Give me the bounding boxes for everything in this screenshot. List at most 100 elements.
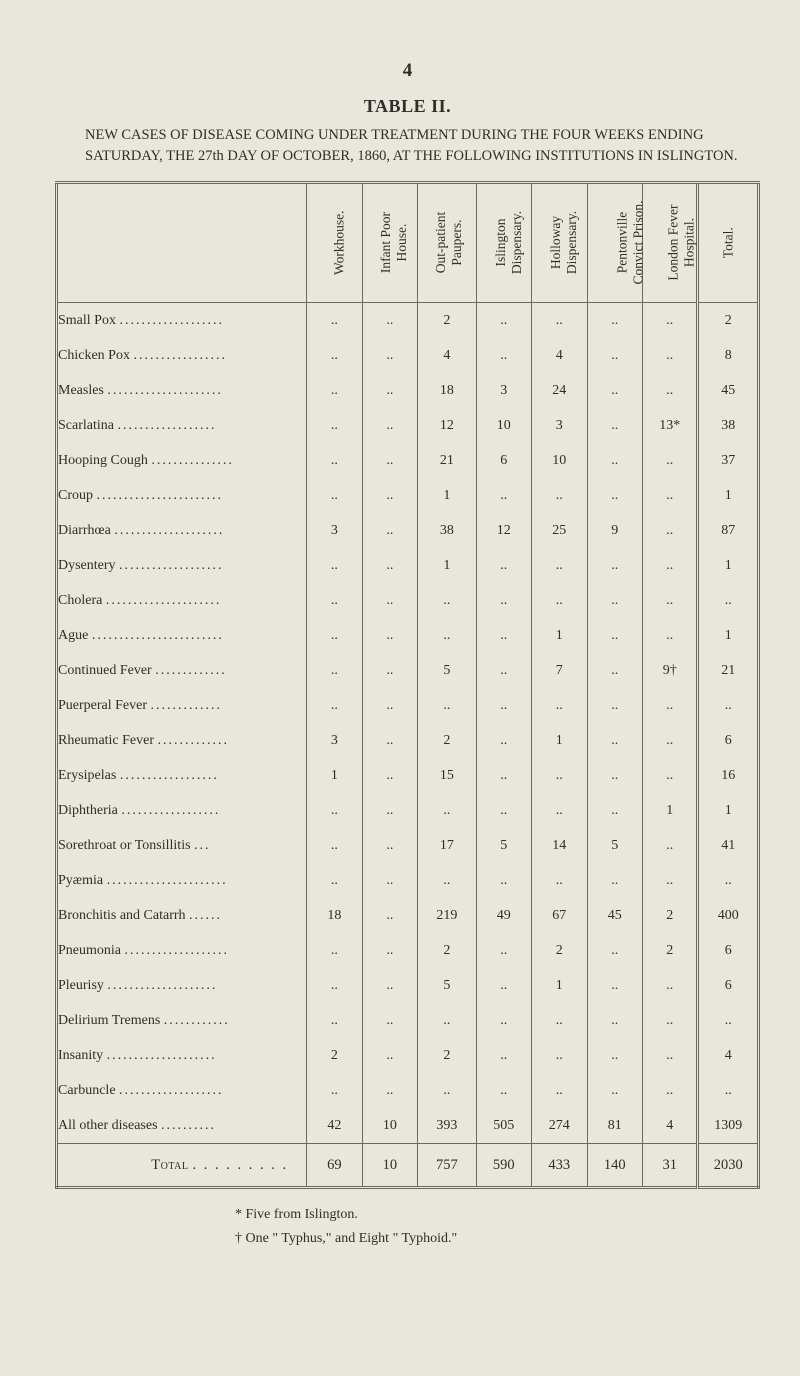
cell: 505 (476, 1108, 531, 1144)
cell: .. (642, 583, 697, 618)
cell: .. (307, 548, 362, 583)
cell: 18 (307, 898, 362, 933)
cell: .. (476, 1073, 531, 1108)
total-cell: 433 (532, 1144, 587, 1188)
cell: 9† (642, 653, 697, 688)
table-row: Hooping Cough ...................21610..… (57, 443, 759, 478)
cell: .. (362, 548, 417, 583)
cell: 14 (532, 828, 587, 863)
cell: .. (587, 548, 642, 583)
row-label: Scarlatina .................. (57, 408, 307, 443)
table-header-row: Workhouse. Infant PoorHouse. Out-patient… (57, 183, 759, 303)
cell: .. (642, 303, 697, 339)
cell-total: 87 (698, 513, 759, 548)
cell: .. (587, 1003, 642, 1038)
cell: .. (362, 1073, 417, 1108)
table-row: Scarlatina ......................12103..… (57, 408, 759, 443)
row-label: Measles ..................... (57, 373, 307, 408)
cell: .. (362, 583, 417, 618)
cell-total: 37 (698, 443, 759, 478)
table-row: Dysentery .......................1......… (57, 548, 759, 583)
cell-total: 1 (698, 478, 759, 513)
cell: .. (587, 583, 642, 618)
table-row: All other diseases ..........42103935052… (57, 1108, 759, 1144)
cell: 5 (587, 828, 642, 863)
cell: .. (642, 443, 697, 478)
table-row: Insanity ....................2..2.......… (57, 1038, 759, 1073)
cell: .. (476, 583, 531, 618)
total-cell: 757 (418, 1144, 477, 1188)
cell: .. (307, 1073, 362, 1108)
cell: .. (476, 1038, 531, 1073)
cell: .. (307, 338, 362, 373)
table-row: Croup ...........................1......… (57, 478, 759, 513)
cell: .. (532, 1073, 587, 1108)
cell: 10 (532, 443, 587, 478)
col-holloway-dispensary: HollowayDispensary. (532, 183, 587, 303)
cell: 1 (532, 723, 587, 758)
cell: .. (476, 758, 531, 793)
cell-total: 6 (698, 933, 759, 968)
cell: .. (307, 618, 362, 653)
cell: .. (587, 478, 642, 513)
cell: .. (362, 933, 417, 968)
cell: .. (307, 653, 362, 688)
table-row: Chicken Pox .....................4..4...… (57, 338, 759, 373)
cell: .. (307, 828, 362, 863)
cell: .. (587, 688, 642, 723)
table-row: Rheumatic Fever .............3..2..1....… (57, 723, 759, 758)
cell: 9 (587, 513, 642, 548)
cell: 1 (307, 758, 362, 793)
cell: .. (587, 1038, 642, 1073)
cell: .. (642, 373, 697, 408)
cell: .. (307, 478, 362, 513)
cell-total: 4 (698, 1038, 759, 1073)
cell-total: 1 (698, 793, 759, 828)
cell: .. (476, 618, 531, 653)
page-number: 4 (55, 60, 760, 82)
cell: .. (476, 968, 531, 1003)
cell: 18 (418, 373, 477, 408)
cell: .. (307, 933, 362, 968)
cell: 24 (532, 373, 587, 408)
table-row: Erysipelas ..................1..15......… (57, 758, 759, 793)
total-cell: 590 (476, 1144, 531, 1188)
header-blank (57, 183, 307, 303)
cell: .. (418, 618, 477, 653)
cell: .. (362, 828, 417, 863)
cell: .. (362, 1038, 417, 1073)
cell: .. (587, 618, 642, 653)
cell: .. (307, 1003, 362, 1038)
cell-total: 21 (698, 653, 759, 688)
cell-total: .. (698, 688, 759, 723)
total-cell: 69 (307, 1144, 362, 1188)
cell: .. (642, 338, 697, 373)
table-row: Bronchitis and Catarrh ......18..2194967… (57, 898, 759, 933)
cell: .. (362, 1003, 417, 1038)
cell: .. (587, 373, 642, 408)
cell: 3 (307, 513, 362, 548)
col-islington-dispensary: IslingtonDispensary. (476, 183, 531, 303)
cell: .. (418, 863, 477, 898)
row-label: Dysentery ................... (57, 548, 307, 583)
cell: .. (362, 408, 417, 443)
cell: .. (532, 583, 587, 618)
footnote-1: * Five from Islington. (235, 1203, 760, 1227)
cell: 5 (418, 653, 477, 688)
cell-total: .. (698, 863, 759, 898)
cell: 2 (418, 1038, 477, 1073)
cell: .. (476, 688, 531, 723)
cell: 15 (418, 758, 477, 793)
row-label: Diphtheria .................. (57, 793, 307, 828)
cell: .. (362, 653, 417, 688)
table-row: Small Pox .......................2......… (57, 303, 759, 339)
row-label: Hooping Cough ............... (57, 443, 307, 478)
cell: .. (476, 478, 531, 513)
cell: 38 (418, 513, 477, 548)
cell: .. (587, 443, 642, 478)
cell-total: 1309 (698, 1108, 759, 1144)
cell: .. (362, 513, 417, 548)
cell: 25 (532, 513, 587, 548)
row-label: Pleurisy .................... (57, 968, 307, 1003)
cell: .. (532, 863, 587, 898)
